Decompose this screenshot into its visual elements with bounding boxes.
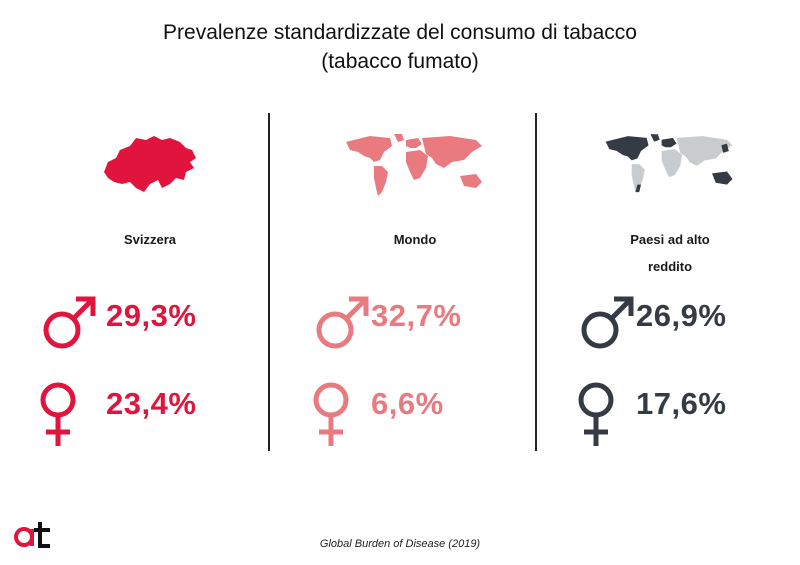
high-income-world-map-icon bbox=[605, 134, 733, 193]
column-divider-1 bbox=[268, 113, 270, 451]
region-label: Mondo bbox=[393, 232, 437, 247]
chart-title: Prevalenze standardizzate del consumo di… bbox=[0, 18, 800, 76]
female-value: 6,6% bbox=[371, 386, 444, 421]
region-label: Paesi ad alto reddito bbox=[630, 232, 710, 274]
female-symbol-icon bbox=[578, 382, 614, 446]
title-line-2: (tabacco fumato) bbox=[321, 50, 479, 73]
column-paesi-alto-reddito: Paesi ad alto reddito 26,9% 17,6% bbox=[540, 120, 800, 460]
source-note: Global Burden of Disease (2019) bbox=[319, 538, 481, 550]
male-symbol-icon bbox=[316, 296, 369, 349]
male-value: 29,3% bbox=[106, 298, 197, 333]
male-value: 32,7% bbox=[371, 298, 462, 333]
male-row: 29,3% bbox=[20, 292, 280, 352]
female-value: 17,6% bbox=[636, 386, 727, 421]
male-row: 26,9% bbox=[540, 292, 800, 352]
male-row: 32,7% bbox=[285, 292, 545, 352]
female-row: 6,6% bbox=[285, 380, 545, 446]
column-divider-2 bbox=[535, 113, 537, 451]
female-row: 23,4% bbox=[20, 380, 280, 446]
region-label: Svizzera bbox=[123, 232, 177, 247]
male-symbol-icon bbox=[581, 296, 634, 349]
male-symbol-icon bbox=[43, 296, 96, 349]
male-value: 26,9% bbox=[636, 298, 727, 333]
female-row: 17,6% bbox=[540, 380, 800, 446]
female-value: 23,4% bbox=[106, 386, 197, 421]
column-mondo: Mondo 32,7% 6,6% bbox=[285, 120, 545, 460]
at-logo-icon bbox=[14, 522, 50, 548]
title-line-1: Prevalenze standardizzate del consumo di… bbox=[163, 21, 637, 44]
world-map-icon bbox=[346, 134, 482, 196]
female-symbol-icon bbox=[40, 382, 76, 446]
column-svizzera: Svizzera 29,3% 23,4% bbox=[20, 120, 280, 460]
switzerland-map-icon bbox=[104, 136, 196, 192]
female-symbol-icon bbox=[313, 382, 349, 446]
